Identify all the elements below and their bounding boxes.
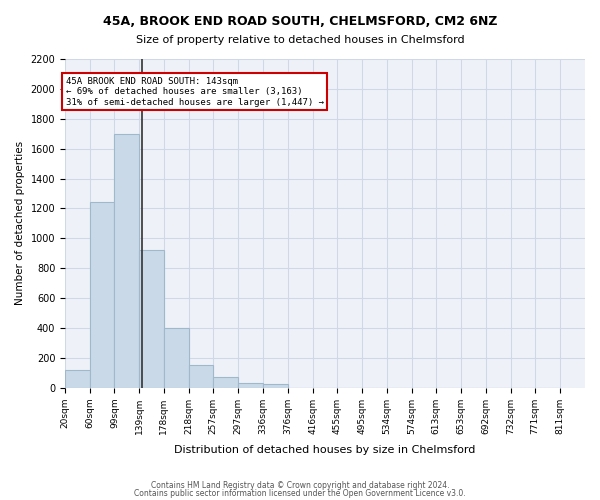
- X-axis label: Distribution of detached houses by size in Chelmsford: Distribution of detached houses by size …: [175, 445, 476, 455]
- Bar: [214, 378, 238, 388]
- Text: Contains HM Land Registry data © Crown copyright and database right 2024.: Contains HM Land Registry data © Crown c…: [151, 481, 449, 490]
- Y-axis label: Number of detached properties: Number of detached properties: [15, 142, 25, 306]
- Text: 45A, BROOK END ROAD SOUTH, CHELMSFORD, CM2 6NZ: 45A, BROOK END ROAD SOUTH, CHELMSFORD, C…: [103, 15, 497, 28]
- Bar: [90, 202, 115, 388]
- Bar: [164, 328, 189, 388]
- Bar: [263, 384, 288, 388]
- Bar: [65, 370, 90, 388]
- Bar: [115, 134, 139, 388]
- Text: Size of property relative to detached houses in Chelmsford: Size of property relative to detached ho…: [136, 35, 464, 45]
- Bar: [238, 382, 263, 388]
- Text: Contains public sector information licensed under the Open Government Licence v3: Contains public sector information licen…: [134, 488, 466, 498]
- Bar: [139, 250, 164, 388]
- Bar: [189, 364, 214, 388]
- Text: 45A BROOK END ROAD SOUTH: 143sqm
← 69% of detached houses are smaller (3,163)
31: 45A BROOK END ROAD SOUTH: 143sqm ← 69% o…: [65, 77, 323, 106]
